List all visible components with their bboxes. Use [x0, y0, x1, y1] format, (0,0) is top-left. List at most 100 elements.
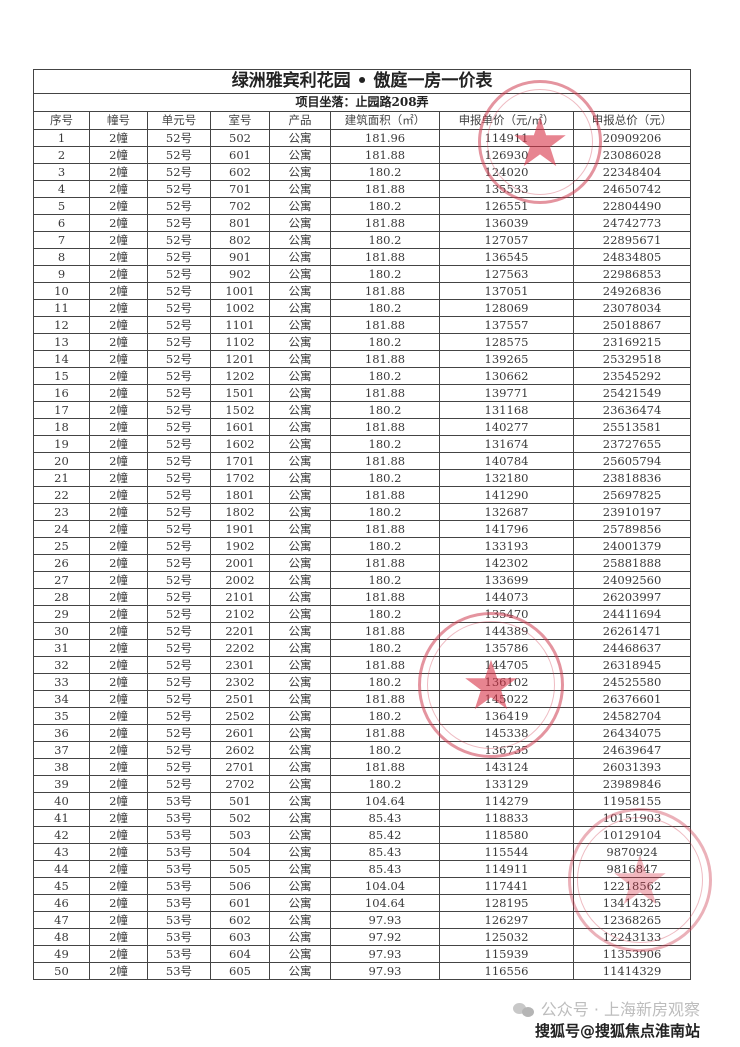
- table-row: 6 2幢 52号 801 公寓 181.88 136039 24742773: [33, 214, 692, 232]
- table-cell: 180.2: [330, 265, 440, 283]
- table-row: 37 2幢 52号 2602 公寓 180.2 136735 24639647: [33, 741, 692, 759]
- table-cell: 52号: [147, 707, 211, 725]
- table-cell: 14: [33, 350, 90, 368]
- table-cell: 32: [33, 656, 90, 674]
- table-cell: 公寓: [269, 622, 331, 640]
- table-cell: 180.2: [330, 775, 440, 793]
- table-cell: 104.04: [330, 877, 440, 895]
- table-cell: 114911: [439, 129, 574, 147]
- table-cell: 44: [33, 860, 90, 878]
- table-cell: 52号: [147, 418, 211, 436]
- table-cell: 2102: [210, 605, 270, 623]
- table-row: 30 2幢 52号 2201 公寓 181.88 144389 26261471: [33, 622, 692, 640]
- table-row: 24 2幢 52号 1901 公寓 181.88 141796 25789856: [33, 520, 692, 538]
- table-cell: 53号: [147, 945, 211, 963]
- table-cell: 180.2: [330, 435, 440, 453]
- table-cell: 52号: [147, 588, 211, 606]
- table-cell: 52号: [147, 435, 211, 453]
- table-cell: 52号: [147, 333, 211, 351]
- table-cell: 19: [33, 435, 90, 453]
- table-cell: 52号: [147, 622, 211, 640]
- table-cell: 52号: [147, 605, 211, 623]
- table-cell: 181.88: [330, 690, 440, 708]
- table-cell: 2幢: [89, 316, 148, 334]
- table-row: 10 2幢 52号 1001 公寓 181.88 137051 24926836: [33, 282, 692, 300]
- table-row: 14 2幢 52号 1201 公寓 181.88 139265 25329518: [33, 350, 692, 368]
- table-cell: 115939: [439, 945, 574, 963]
- table-cell: 25881888: [572, 554, 692, 572]
- table-cell: 503: [210, 826, 270, 844]
- table-row: 46 2幢 53号 601 公寓 104.64 128195 13414325: [33, 894, 692, 912]
- table-cell: 97.93: [330, 945, 440, 963]
- table-cell: 702: [210, 197, 270, 215]
- table-cell: 2幢: [89, 537, 148, 555]
- table-cell: 25697825: [572, 486, 692, 504]
- table-cell: 145022: [439, 690, 574, 708]
- table-cell: 2幢: [89, 231, 148, 249]
- table-cell: 2幢: [89, 911, 148, 929]
- table-cell: 180.2: [330, 469, 440, 487]
- table-cell: 公寓: [269, 775, 331, 793]
- table-cell: 97.92: [330, 928, 440, 946]
- table-cell: 181.88: [330, 418, 440, 436]
- table-cell: 2幢: [89, 146, 148, 164]
- table-cell: 180.2: [330, 197, 440, 215]
- wechat-account: 公众号 · 上海新房观察: [540, 1000, 700, 1019]
- table-cell: 125032: [439, 928, 574, 946]
- table-cell: 26376601: [572, 690, 692, 708]
- table-cell: 2幢: [89, 486, 148, 504]
- table-row: 39 2幢 52号 2702 公寓 180.2 133129 23989846: [33, 775, 692, 793]
- table-cell: 2幢: [89, 962, 148, 980]
- table-cell: 26434075: [572, 724, 692, 742]
- table-row: 25 2幢 52号 1902 公寓 180.2 133193 24001379: [33, 537, 692, 555]
- table-cell: 136735: [439, 741, 574, 759]
- table-cell: 181.88: [330, 554, 440, 572]
- table-row: 23 2幢 52号 1802 公寓 180.2 132687 23910197: [33, 503, 692, 521]
- table-cell: 85.43: [330, 843, 440, 861]
- table-cell: 24525580: [572, 673, 692, 691]
- table-cell: 公寓: [269, 537, 331, 555]
- table-cell: 公寓: [269, 911, 331, 929]
- table-cell: 137557: [439, 316, 574, 334]
- table-cell: 801: [210, 214, 270, 232]
- table-cell: 2001: [210, 554, 270, 572]
- table-cell: 公寓: [269, 945, 331, 963]
- table-cell: 23: [33, 503, 90, 521]
- table-cell: 公寓: [269, 316, 331, 334]
- table-cell: 29: [33, 605, 90, 623]
- table-row: 19 2幢 52号 1602 公寓 180.2 131674 23727655: [33, 435, 692, 453]
- table-cell: 公寓: [269, 843, 331, 861]
- table-cell: 40: [33, 792, 90, 810]
- table-cell: 143124: [439, 758, 574, 776]
- table-row: 43 2幢 53号 504 公寓 85.43 115544 9870924: [33, 843, 692, 861]
- column-header: 单元号: [147, 111, 211, 130]
- table-cell: 142302: [439, 554, 574, 572]
- table-cell: 52号: [147, 384, 211, 402]
- table-cell: 504: [210, 843, 270, 861]
- table-cell: 181.88: [330, 282, 440, 300]
- table-cell: 181.88: [330, 452, 440, 470]
- table-cell: 2幢: [89, 877, 148, 895]
- table-cell: 公寓: [269, 299, 331, 317]
- table-cell: 2幢: [89, 418, 148, 436]
- table-cell: 公寓: [269, 826, 331, 844]
- table-cell: 2幢: [89, 282, 148, 300]
- table-cell: 52号: [147, 741, 211, 759]
- table-cell: 1701: [210, 452, 270, 470]
- table-cell: 2幢: [89, 129, 148, 147]
- table-cell: 1901: [210, 520, 270, 538]
- table-row: 26 2幢 52号 2001 公寓 181.88 142302 25881888: [33, 554, 692, 572]
- table-row: 28 2幢 52号 2101 公寓 181.88 144073 26203997: [33, 588, 692, 606]
- table-cell: 公寓: [269, 435, 331, 453]
- table-cell: 公寓: [269, 741, 331, 759]
- table-cell: 180.2: [330, 639, 440, 657]
- table-cell: 2幢: [89, 503, 148, 521]
- table-cell: 26031393: [572, 758, 692, 776]
- table-cell: 180.2: [330, 673, 440, 691]
- table-cell: 128195: [439, 894, 574, 912]
- table-cell: 53号: [147, 826, 211, 844]
- price-table: 绿洲雅宾利花园 • 傲庭一房一价表 项目坐落：止园路208弄 序号 幢号 单元号 室号…: [32, 69, 692, 980]
- table-cell: 52号: [147, 146, 211, 164]
- table-cell: 136545: [439, 248, 574, 266]
- table-cell: 2幢: [89, 741, 148, 759]
